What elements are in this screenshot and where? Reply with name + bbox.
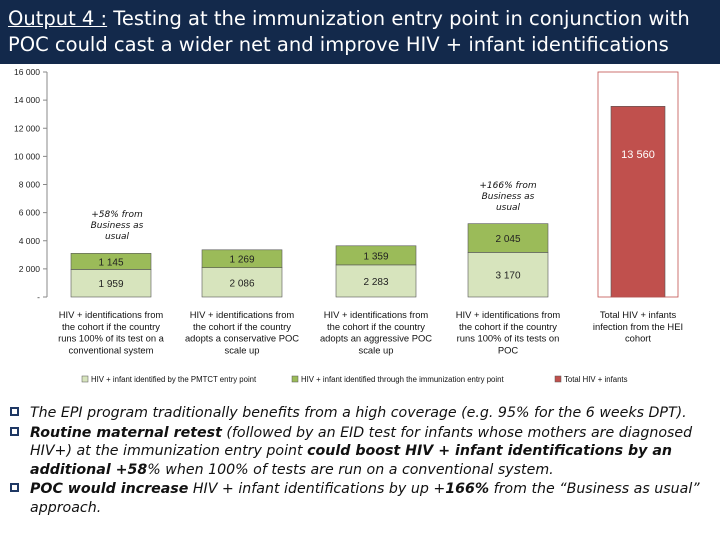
bullet-text: from the “Business as usual” approach.	[30, 481, 700, 516]
category-label: Total HIV + infants	[600, 309, 677, 320]
y-tick-label: 12 000	[14, 123, 40, 133]
bar-segment	[467, 223, 549, 253]
category-label: runs 100% of its test on a	[58, 333, 165, 344]
category-label: conventional system	[69, 344, 154, 355]
category-label: the cohort if the country	[62, 321, 160, 332]
y-tick-label: 14 000	[14, 95, 40, 105]
data-label: 1 959	[98, 279, 123, 290]
total-bar-frame	[597, 71, 679, 298]
bullet-item: The EPI program traditionally benefits f…	[10, 404, 715, 423]
bullet-text: HIV + infant identifications by up +	[188, 481, 446, 498]
category-label: the cohort if the country	[327, 321, 425, 332]
category-label: the cohort if the country	[193, 321, 291, 332]
data-label: 2 086	[229, 278, 254, 289]
category-label: HIV + identifications from	[324, 309, 429, 320]
title-prefix: Output 4 :	[8, 7, 108, 30]
y-tick-label: -	[37, 292, 40, 302]
chart-area: 16 000 14 000 12 000 10 000 8 000 6 000 4 000 2…	[0, 64, 720, 394]
bullet-bold-text: POC would increase	[30, 481, 189, 498]
annotation-text: +58% from	[91, 210, 143, 220]
bullet-list: The EPI program traditionally benefits f…	[10, 404, 715, 519]
title-line-2: POC could cast a wider net and improve H…	[8, 33, 669, 56]
y-tick-label: 16 000	[14, 67, 40, 77]
category-label: scale up	[359, 344, 394, 355]
legend-swatch	[554, 375, 562, 383]
category-label: POC	[498, 344, 519, 355]
annotation-text: Business as	[91, 221, 144, 231]
bullet-text: The EPI program traditionally benefits f…	[30, 405, 687, 421]
data-label: 13 560	[621, 149, 655, 161]
category-label: cohort	[625, 333, 651, 344]
data-label: 2 045	[495, 234, 520, 245]
bar-segment	[467, 252, 549, 298]
annotation-text: usual	[496, 203, 521, 213]
data-label: 3 170	[495, 271, 520, 282]
bullet-bold-text: Routine maternal retest	[30, 424, 222, 441]
data-label: 1 269	[229, 255, 254, 266]
y-tick-label: 10 000	[14, 151, 40, 161]
stacked-bar-chart: 16 000 14 000 12 000 10 000 8 000 6 000 4 000 2…	[14, 67, 683, 384]
checkbox-bullet-icon	[10, 483, 19, 493]
title-line-1: Output 4 : Testing at the immunization e…	[8, 6, 712, 32]
bullet-text: (followed by an EID test for infants who…	[30, 424, 693, 460]
bar-segment	[335, 245, 417, 266]
checkbox-bullet-icon	[10, 407, 19, 416]
bar-segment	[335, 264, 417, 298]
category-label: adopts a conservative POC	[185, 333, 299, 344]
legend-swatch	[81, 375, 89, 383]
category-label: HIV + identifications from	[456, 309, 561, 320]
y-tick-label: 6 000	[19, 208, 41, 218]
category-label: HIV + identifications from	[59, 309, 164, 320]
bar-segment	[201, 249, 283, 268]
bar-segment	[610, 106, 666, 298]
category-label: runs 100% of its tests on	[457, 333, 560, 344]
bullet-bold-text: could boost HIV + infant identifications…	[30, 443, 673, 478]
bar-segment	[201, 267, 283, 298]
category-label: adopts an aggressive POC	[320, 333, 432, 344]
annotation-text: Business as	[482, 192, 535, 202]
annotation-text: +166% from	[479, 181, 537, 191]
legend-swatch	[291, 375, 299, 383]
category-label: infection from the HEI	[593, 321, 683, 332]
legend-label: HIV + infant identified by the PMTCT ent…	[91, 375, 257, 384]
bar-segment	[70, 253, 152, 270]
title-text-1: Testing at the immunization entry point …	[107, 7, 690, 30]
checkbox-bullet-icon	[10, 426, 19, 436]
y-tick-label: 2 000	[19, 264, 41, 274]
data-label: 1 359	[363, 251, 388, 262]
bullet-item: POC would increase HIV + infant identifi…	[10, 480, 715, 517]
y-tick-label: 4 000	[19, 236, 41, 246]
y-tick-label: 8 000	[19, 180, 41, 190]
data-label: 1 145	[98, 257, 123, 268]
annotation-text: usual	[105, 232, 130, 242]
bullet-bold-text: 166%	[445, 481, 490, 498]
bullet-text: % when 100% of tests are run on a conven…	[147, 461, 554, 478]
title-bar: Output 4 : Testing at the immunization e…	[0, 0, 720, 64]
data-label: 2 283	[363, 277, 388, 288]
legend-label: Total HIV + infants	[564, 375, 628, 384]
bullet-item: Routine maternal retest (followed by an …	[10, 424, 715, 480]
legend-label: HIV + infant identified through the immu…	[301, 375, 504, 384]
category-label: scale up	[225, 344, 260, 355]
category-label: HIV + identifications from	[190, 309, 295, 320]
category-label: the cohort if the country	[459, 321, 557, 332]
